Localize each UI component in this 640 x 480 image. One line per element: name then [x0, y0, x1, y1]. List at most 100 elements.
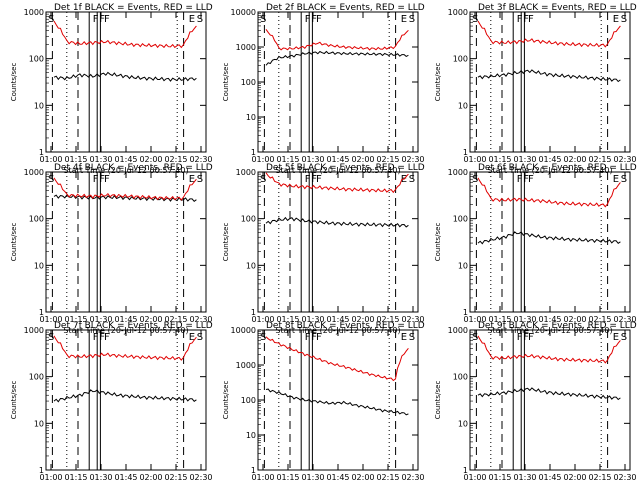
- marker-label: S: [472, 174, 478, 185]
- marker-label: F: [93, 174, 99, 185]
- marker-label: F: [517, 14, 523, 25]
- y-tick-label: 1000: [448, 8, 468, 17]
- x-axis-label: Start Time (20-Jul-12 00:57:40): [275, 166, 400, 175]
- y-tick-label: 10000: [231, 326, 256, 335]
- series-line-lld: [477, 20, 621, 48]
- series-line-events: [477, 231, 621, 245]
- y-axis-label: Counts/sec: [434, 223, 442, 262]
- x-axis-label: Start Time (20-Jul-12 00:57:40): [63, 166, 188, 175]
- x-tick-label: 02:30: [189, 155, 212, 164]
- x-tick-label: 01:30: [301, 473, 324, 480]
- x-tick-label: 01:30: [513, 473, 536, 480]
- marker-label: F: [316, 174, 322, 185]
- x-tick-label: 02:00: [351, 315, 374, 324]
- chart-panel-8: Det 8f BLACK = Events, RED = LLD 1 10 100 10…: [222, 321, 425, 480]
- marker-label: F: [517, 332, 523, 343]
- x-tick-label: 01:00: [39, 155, 62, 164]
- y-tick-label: 1000: [236, 168, 256, 177]
- y-tick-label: 1: [39, 308, 44, 317]
- y-tick-label: 10: [246, 261, 256, 270]
- x-tick-label: 01:00: [251, 155, 274, 164]
- marker-label: E: [613, 14, 619, 25]
- marker-label: S: [409, 174, 415, 185]
- chart-panel-7: Det 7f BLACK = Events, RED = LLD 1 10 100 10…: [10, 321, 213, 480]
- marker-label: F: [316, 14, 322, 25]
- y-tick-label: 100: [453, 55, 468, 64]
- x-tick-label: 02:00: [563, 473, 586, 480]
- marker-label: F: [93, 332, 99, 343]
- marker-label: S: [260, 14, 266, 25]
- marker-label: F: [99, 332, 105, 343]
- y-tick-label: 1000: [236, 361, 256, 370]
- series-line-lld: [53, 335, 197, 361]
- x-tick-label: 01:30: [301, 155, 324, 164]
- marker-label: F: [305, 174, 311, 185]
- x-tick-label: 02:30: [189, 315, 212, 324]
- marker-label: F: [523, 14, 529, 25]
- y-tick-label: 1: [463, 466, 468, 475]
- x-tick-label: 01:15: [276, 473, 299, 480]
- marker-label: F: [523, 332, 529, 343]
- y-tick-label: 10: [34, 261, 44, 270]
- x-tick-label: 01:00: [463, 473, 486, 480]
- y-axis-label: Counts/sec: [10, 223, 18, 262]
- y-tick-label: 1000: [448, 168, 468, 177]
- y-tick-label: 10: [458, 101, 468, 110]
- x-tick-label: 01:00: [39, 315, 62, 324]
- x-tick-label: 01:00: [39, 473, 62, 480]
- chart-title: Det 1f BLACK = Events, RED = LLD: [54, 3, 213, 13]
- x-tick-label: 02:15: [164, 473, 187, 480]
- series-line-events: [265, 388, 409, 416]
- x-tick-label: 01:45: [538, 155, 561, 164]
- x-tick-label: 01:45: [326, 155, 349, 164]
- chart-title: Det 5f BLACK = Events, RED = LLD: [266, 163, 425, 173]
- chart-title: Det 6f BLACK = Events, RED = LLD: [478, 163, 637, 173]
- y-tick-label: 100: [453, 215, 468, 224]
- marker-label: F: [517, 174, 523, 185]
- chart-panel-9: Det 9f BLACK = Events, RED = LLD 1 10 100 10…: [434, 321, 637, 480]
- y-tick-label: 1000: [24, 168, 44, 177]
- plot-frame: [257, 171, 419, 313]
- x-tick-label: 01:30: [89, 473, 112, 480]
- chart-panel-5: Det 5f BLACK = Events, RED = LLD 1 10 100 10…: [222, 163, 425, 335]
- marker-label: S: [197, 174, 203, 185]
- marker-label: E: [613, 174, 619, 185]
- x-tick-label: 02:30: [401, 315, 424, 324]
- chart-title: Det 2f BLACK = Events, RED = LLD: [266, 3, 425, 13]
- series-line-events: [265, 50, 409, 66]
- marker-label: E: [401, 332, 407, 343]
- chart-panel-3: Det 3f BLACK = Events, RED = LLD 1 10 100 10…: [434, 3, 637, 175]
- chart-title: Det 8f BLACK = Events, RED = LLD: [266, 321, 425, 331]
- plot-frame: [469, 11, 631, 153]
- y-tick-label: 1000: [24, 8, 44, 17]
- marker-label: F: [528, 332, 534, 343]
- chart-panel-1: Det 1f BLACK = Events, RED = LLD 1 10 100 10…: [10, 3, 213, 175]
- series-line-events: [53, 71, 197, 82]
- chart-title: Det 7f BLACK = Events, RED = LLD: [54, 321, 213, 331]
- x-tick-label: 01:15: [488, 155, 511, 164]
- marker-label: F: [528, 174, 534, 185]
- chart-panel-6: Det 6f BLACK = Events, RED = LLD 1 10 100 10…: [434, 163, 637, 335]
- x-tick-label: 02:15: [164, 155, 187, 164]
- y-tick-label: 100: [29, 373, 44, 382]
- x-tick-label: 01:15: [64, 315, 87, 324]
- x-tick-label: 01:00: [463, 315, 486, 324]
- x-tick-label: 02:00: [351, 155, 374, 164]
- x-tick-label: 01:00: [251, 473, 274, 480]
- y-tick-label: 1: [463, 148, 468, 157]
- marker-label: E: [189, 14, 195, 25]
- x-tick-label: 01:30: [301, 315, 324, 324]
- plot-frame: [469, 329, 631, 471]
- y-tick-label: 1: [39, 466, 44, 475]
- x-tick-label: 01:00: [463, 155, 486, 164]
- chart-panel-4: Det 4f BLACK = Events, RED = LLD 1 10 100 10…: [10, 163, 213, 335]
- y-tick-label: 10: [34, 101, 44, 110]
- x-tick-label: 02:15: [376, 155, 399, 164]
- y-tick-label: 1000: [24, 326, 44, 335]
- y-tick-label: 100: [29, 215, 44, 224]
- plot-frame: [257, 329, 419, 471]
- y-tick-label: 1: [39, 148, 44, 157]
- marker-label: F: [523, 174, 529, 185]
- x-tick-label: 02:15: [588, 473, 611, 480]
- series-line-lld: [53, 20, 197, 49]
